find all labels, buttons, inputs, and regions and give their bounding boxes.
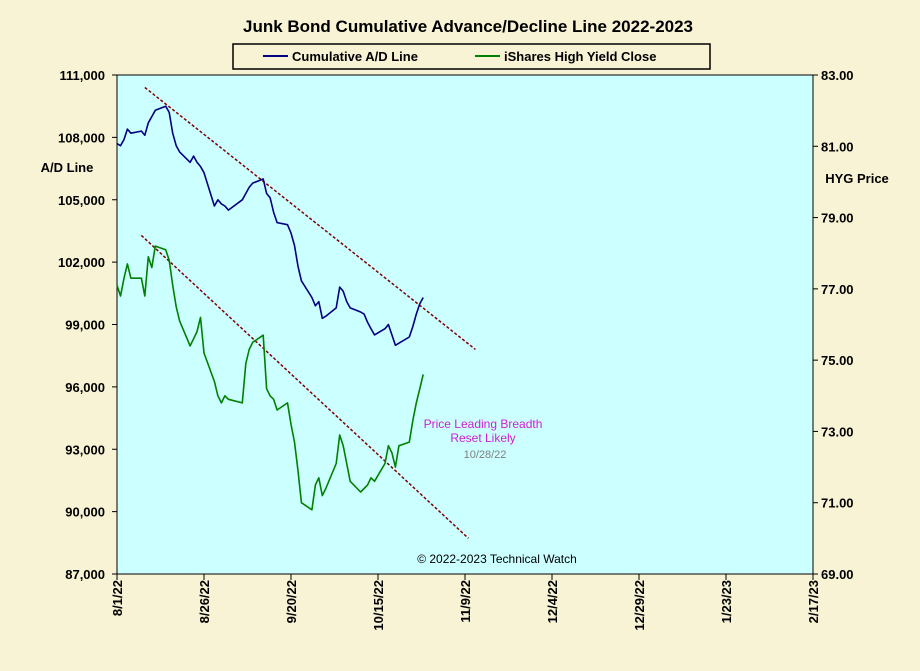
legend-label-ad-line: Cumulative A/D Line [292, 49, 418, 64]
annotation-line-2: Reset Likely [450, 431, 515, 445]
x-tick-label: 8/1/22 [110, 580, 125, 616]
x-tick-label: 1/23/23 [719, 580, 734, 623]
x-tick-label: 10/15/22 [371, 580, 386, 631]
left-tick-label: 108,000 [58, 130, 105, 145]
series-line-ad [116, 105, 424, 347]
left-tick-label: 105,000 [58, 193, 105, 208]
right-tick-label: 77.00 [821, 282, 854, 297]
copyright-text: © 2022-2023 Technical Watch [417, 552, 577, 566]
legend: Cumulative A/D Line iShares High Yield C… [232, 43, 711, 70]
x-tick-label: 9/20/22 [284, 580, 299, 623]
annotation-date: 10/28/22 [464, 449, 507, 461]
x-tick-label: 11/9/22 [458, 580, 473, 623]
right-tick-label: 71.00 [821, 496, 854, 511]
left-axis-title: A/D Line [41, 160, 94, 175]
legend-box [232, 43, 711, 70]
left-tick-label: 93,000 [65, 442, 105, 457]
trendline-hyg [140, 234, 469, 539]
right-tick-label: 75.00 [821, 353, 854, 368]
x-tick-label: 12/29/22 [632, 580, 647, 631]
left-axis: 87,000 90,000 93,000 96,000 99,000 102,000 105… [58, 68, 117, 582]
trendline-ad [144, 86, 476, 351]
x-tick-label: 12/4/22 [545, 580, 560, 623]
series-line-hyg [116, 245, 424, 511]
right-tick-label: 69.00 [821, 567, 854, 582]
right-tick-label: 83.00 [821, 68, 854, 83]
series [116, 105, 424, 511]
legend-label-hyg-line: iShares High Yield Close [504, 49, 656, 64]
annotation-line-1: Price Leading Breadth [424, 417, 543, 431]
x-tick-label: 2/17/23 [806, 580, 821, 623]
right-axis: 69.00 71.00 73.00 75.00 77.00 79.00 81.00 83.00 [813, 68, 854, 582]
chart-title: Junk Bond Cumulative Advance/Decline Lin… [243, 17, 693, 36]
plot-area [116, 74, 814, 575]
right-tick-label: 81.00 [821, 139, 854, 154]
right-axis-title: HYG Price [825, 171, 889, 186]
left-tick-label: 96,000 [65, 380, 105, 395]
left-tick-label: 111,000 [59, 68, 105, 83]
right-tick-label: 73.00 [821, 424, 854, 439]
left-tick-label: 90,000 [65, 505, 105, 520]
left-tick-label: 99,000 [65, 318, 105, 333]
left-tick-label: 87,000 [65, 567, 105, 582]
x-axis: 8/1/22 8/26/22 9/20/22 10/15/22 11/9/22 12/4/… [110, 574, 821, 631]
trendlines [140, 86, 476, 539]
x-tick-label: 8/26/22 [197, 580, 212, 623]
left-tick-label: 102,000 [58, 255, 105, 270]
right-tick-label: 79.00 [821, 211, 854, 226]
